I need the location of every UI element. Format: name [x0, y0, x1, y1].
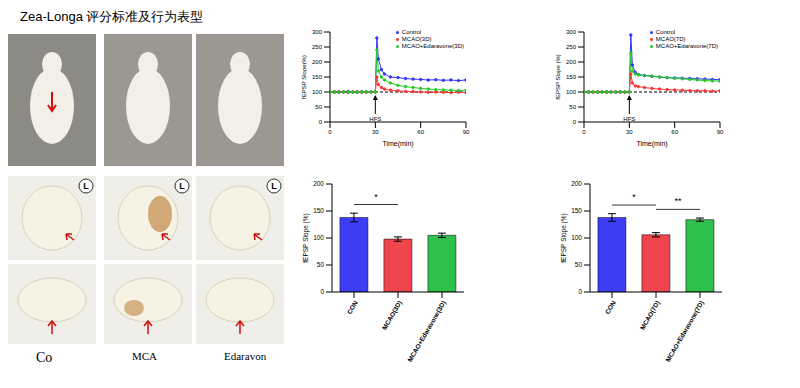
svg-text:150: 150 [571, 207, 582, 214]
svg-text:CON: CON [604, 299, 617, 315]
html-text:Zea-Longa 评分标准及行为表型: Zea-Longa 评分标准及行为表型 [20, 9, 204, 24]
svg-text:90: 90 [463, 129, 470, 135]
svg-text:250: 250 [566, 44, 577, 50]
svg-text:150: 150 [313, 207, 324, 214]
svg-text:300: 300 [566, 29, 577, 35]
html-text:MCAO(7D): MCAO(7D) [655, 36, 686, 42]
html-text:MCAO+Edaravone(3D): MCAO+Edaravone(3D) [401, 43, 464, 49]
svg-text:100: 100 [312, 89, 323, 95]
svg-text:60: 60 [417, 129, 424, 135]
svg-text:0: 0 [578, 288, 582, 295]
svg-text:50: 50 [575, 261, 583, 268]
svg-text:50: 50 [315, 104, 322, 110]
svg-text:200: 200 [313, 180, 324, 187]
svg-text:50: 50 [317, 261, 325, 268]
svg-text:100: 100 [566, 89, 577, 95]
svg-text:0: 0 [319, 119, 323, 125]
svg-text:L: L [271, 181, 277, 191]
svg-text:L: L [179, 181, 185, 191]
svg-text:HFS: HFS [623, 116, 635, 122]
html-text:Control: Control [401, 29, 422, 35]
svg-text:90: 90 [717, 129, 724, 135]
svg-text:0: 0 [582, 129, 586, 135]
svg-text:100: 100 [571, 234, 582, 241]
svg-text:0: 0 [320, 288, 324, 295]
svg-text:250: 250 [312, 44, 323, 50]
html-text:MCA: MCA [132, 350, 158, 362]
svg-text:*: * [632, 192, 636, 202]
svg-text:30: 30 [626, 129, 633, 135]
html-text:Control: Control [655, 29, 676, 35]
svg-text:*: * [374, 192, 378, 202]
svg-text:200: 200 [312, 59, 323, 65]
svg-text:MCAO(7D): MCAO(7D) [639, 299, 662, 331]
svg-text:30: 30 [372, 129, 379, 135]
svg-text:MCAO(3D): MCAO(3D) [381, 299, 404, 331]
html-text:MCAO(3D): MCAO(3D) [401, 36, 432, 42]
svg-text:Time(min): Time(min) [382, 140, 413, 148]
svg-text:fEPSP Slope (%): fEPSP Slope (%) [560, 213, 568, 262]
svg-text:CON: CON [346, 299, 359, 315]
svg-text:Time(min): Time(min) [636, 140, 667, 148]
svg-text:fEPSP Slope (%): fEPSP Slope (%) [555, 54, 561, 100]
svg-text:0: 0 [573, 119, 577, 125]
svg-text:60: 60 [671, 129, 678, 135]
svg-text:0: 0 [328, 129, 332, 135]
html-text:MCAO+Edaravone(7D): MCAO+Edaravone(7D) [655, 43, 718, 49]
html-text:Edaravon: Edaravon [224, 350, 267, 362]
svg-text:L: L [83, 181, 89, 191]
svg-text:200: 200 [566, 59, 577, 65]
html-text:Co: Co [36, 350, 53, 365]
svg-text:200: 200 [571, 180, 582, 187]
svg-text:150: 150 [566, 74, 577, 80]
svg-text:100: 100 [313, 234, 324, 241]
svg-text:fEPSP Slope (%): fEPSP Slope (%) [302, 213, 310, 262]
svg-text:50: 50 [569, 104, 576, 110]
svg-text:300: 300 [312, 29, 323, 35]
svg-text:150: 150 [312, 74, 323, 80]
svg-text:HFS: HFS [369, 116, 381, 122]
svg-text:fEPSP Slope(%): fEPSP Slope(%) [301, 55, 307, 99]
svg-text:MCAO+Edaravone(3D): MCAO+Edaravone(3D) [406, 299, 448, 363]
svg-text:MCAO+Edaravone(7D): MCAO+Edaravone(7D) [664, 299, 706, 363]
svg-text:**: ** [674, 196, 682, 206]
